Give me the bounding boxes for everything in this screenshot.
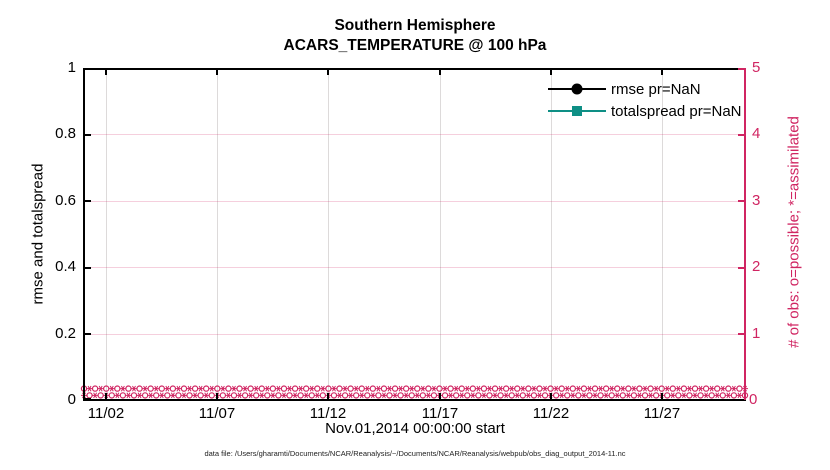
gridline-vertical xyxy=(551,68,552,400)
y-axis-left-tick: 0 xyxy=(67,391,76,408)
x-tick-top xyxy=(327,68,329,75)
y-tick-left xyxy=(84,398,91,400)
plot-area: rmse pr=NaN totalspread pr=NaN xyxy=(80,68,749,401)
x-axis-tick: 11/22 xyxy=(532,405,570,422)
y-axis-left-tick: 1 xyxy=(67,59,76,76)
x-axis-tick: 11/07 xyxy=(198,405,236,422)
gridline-horizontal xyxy=(84,134,745,135)
legend-line-rmse xyxy=(548,83,606,95)
y-tick-right xyxy=(738,68,745,70)
title-line-2: ACARS_TEMPERATURE @ 100 hPa xyxy=(283,37,547,54)
y-axis-right-tick: 1 xyxy=(752,325,761,342)
x-axis-tick: 11/02 xyxy=(87,405,125,422)
title-line-1: Southern Hemisphere xyxy=(334,17,496,34)
legend-label-totalspread: totalspread pr=NaN xyxy=(611,102,742,120)
y-axis-right-tick: 0 xyxy=(749,391,758,408)
x-axis-label: Nov.01,2014 00:00:00 start xyxy=(325,420,505,437)
legend: rmse pr=NaN totalspread pr=NaN xyxy=(548,78,742,122)
axis-spine-right xyxy=(744,68,746,400)
y-tick-left xyxy=(84,267,91,269)
x-tick-bottom xyxy=(439,393,441,400)
x-tick-top xyxy=(216,68,218,75)
square-marker-icon xyxy=(572,106,582,116)
y-axis-left-tick: 0.6 xyxy=(55,192,76,209)
chart-title: Southern Hemisphere ACARS_TEMPERATURE @ … xyxy=(0,16,830,56)
y-tick-right xyxy=(738,267,745,269)
x-tick-bottom xyxy=(216,393,218,400)
axis-spine-left xyxy=(83,68,85,400)
axis-spine-top xyxy=(83,68,746,70)
axis-spine-bottom xyxy=(83,399,746,401)
x-axis-tick: 11/12 xyxy=(309,405,347,422)
y-axis-right-tick: 3 xyxy=(752,192,761,209)
x-tick-bottom xyxy=(105,393,107,400)
gridline-horizontal xyxy=(84,201,745,202)
x-tick-top xyxy=(661,68,663,75)
x-tick-bottom xyxy=(550,393,552,400)
circle-marker-icon xyxy=(571,83,583,95)
gridline-vertical xyxy=(106,68,107,400)
x-axis-tick: 11/17 xyxy=(421,405,459,422)
legend-line-totalspread xyxy=(548,106,606,116)
y-axis-left-tick: 0.2 xyxy=(55,325,76,342)
y-tick-left xyxy=(84,333,91,335)
y-axis-right-tick: 4 xyxy=(752,125,761,142)
data-file-caption: data file: /Users/gharamti/Documents/NCA… xyxy=(204,449,626,458)
legend-entry-totalspread: totalspread pr=NaN xyxy=(548,100,742,122)
gridline-vertical xyxy=(440,68,441,400)
gridline-vertical xyxy=(662,68,663,400)
y-axis-right-tick: 2 xyxy=(752,258,761,275)
y-tick-right xyxy=(738,333,745,335)
gridline-vertical xyxy=(217,68,218,400)
y-axis-left-tick: 0.4 xyxy=(55,258,76,275)
legend-entry-rmse: rmse pr=NaN xyxy=(548,78,742,100)
y-tick-left xyxy=(84,200,91,202)
gridline-horizontal xyxy=(84,267,745,268)
y-axis-left-label: rmse and totalspread xyxy=(29,163,47,305)
y-tick-right xyxy=(738,200,745,202)
x-tick-top xyxy=(550,68,552,75)
x-tick-bottom xyxy=(661,393,663,400)
y-axis-right-label: # of obs: o=possible; *=assimilated xyxy=(785,116,803,348)
y-axis-left-tick: 0.8 xyxy=(55,125,76,142)
obs-count-markers xyxy=(80,385,749,399)
y-tick-left xyxy=(84,68,91,70)
x-axis-tick: 11/27 xyxy=(643,405,681,422)
gridline-vertical xyxy=(328,68,329,400)
x-tick-top xyxy=(105,68,107,75)
y-axis-right-tick: 5 xyxy=(752,59,761,76)
x-tick-top xyxy=(439,68,441,75)
legend-label-rmse: rmse pr=NaN xyxy=(611,80,701,98)
x-tick-bottom xyxy=(327,393,329,400)
y-tick-left xyxy=(84,134,91,136)
y-tick-right xyxy=(738,134,745,136)
gridline-horizontal xyxy=(84,334,745,335)
